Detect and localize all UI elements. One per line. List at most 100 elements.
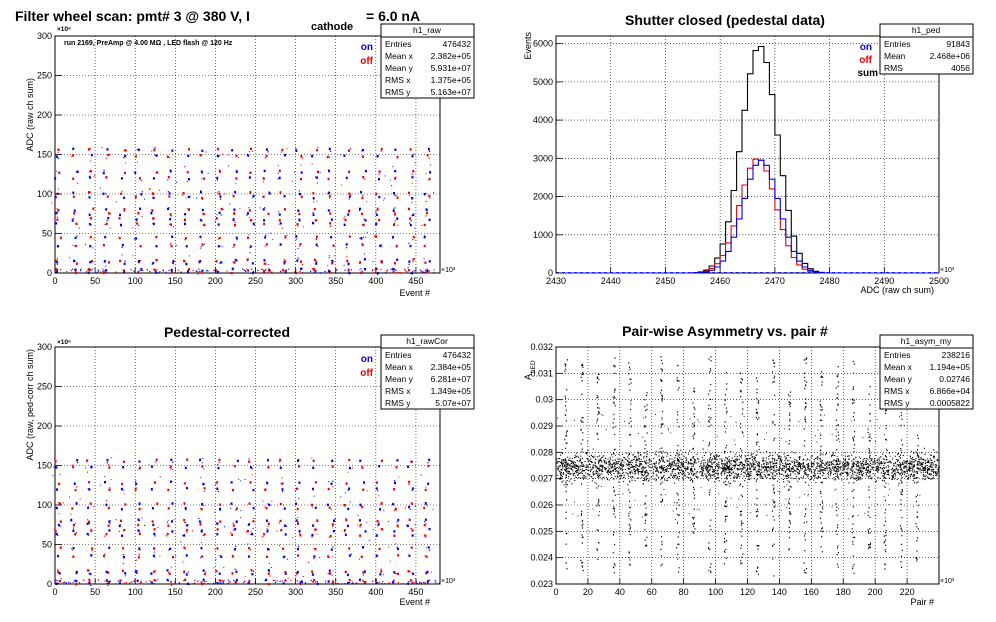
asymmetry-point: [816, 468, 818, 470]
asymmetry-point: [904, 462, 906, 464]
asymmetry-point: [584, 461, 586, 463]
asymmetry-point: [721, 468, 723, 470]
asymmetry-point: [652, 471, 654, 473]
asymmetry-spike-point: [645, 463, 647, 465]
on-point: [311, 154, 314, 156]
asymmetry-point: [584, 477, 586, 479]
on-point: [74, 260, 76, 262]
stray-point: [52, 475, 54, 477]
off-point: [328, 270, 331, 273]
off-point: [138, 507, 141, 511]
baseline-point: [336, 269, 338, 271]
asymmetry-point: [795, 475, 797, 478]
asymmetry-point: [731, 467, 733, 469]
asymmetry-point: [848, 455, 850, 457]
raw-stat-value: 5.931e+07: [431, 63, 472, 73]
asymmetry-point: [733, 476, 735, 479]
stray-point: [259, 207, 261, 209]
asymmetry-point: [661, 467, 663, 469]
asymmetry-point: [578, 460, 580, 462]
off-point: [123, 171, 126, 175]
asymmetry-point: [737, 477, 739, 479]
corrected-stat-label: RMS x: [385, 386, 411, 396]
asymmetry-point: [900, 472, 902, 474]
asymmetry-point: [828, 470, 830, 472]
asymmetry-point: [600, 458, 602, 460]
off-point: [249, 171, 252, 174]
asymmetry-point: [813, 461, 815, 463]
on-point: [235, 578, 238, 582]
off-point: [137, 224, 140, 226]
asymmetry-point: [830, 472, 832, 474]
asymmetry-point: [616, 466, 618, 469]
baseline-point: [420, 271, 423, 273]
off-point: [109, 522, 111, 524]
baseline-point: [363, 272, 365, 274]
asymmetry-point: [739, 463, 742, 465]
stray-point: [414, 227, 416, 229]
stray-point: [351, 467, 353, 469]
asymmetry-point: [631, 462, 633, 464]
stray-point: [235, 183, 237, 185]
asymmetry-point: [731, 469, 733, 471]
asymmetry-point: [655, 474, 657, 476]
asymmetry-point: [869, 461, 871, 463]
asymmetry-point: [879, 477, 881, 479]
asymmetry-point: [575, 464, 577, 467]
asymmetry-point: [859, 469, 861, 471]
on-point: [278, 213, 281, 216]
asymmetry-point: [791, 461, 793, 463]
asymmetry-point: [871, 468, 873, 470]
x-tick-label: 0: [52, 587, 57, 597]
on-point: [299, 220, 301, 222]
asymmetry-point: [897, 453, 899, 455]
asymmetry-point: [611, 466, 613, 468]
off-point: [316, 519, 319, 523]
stray-point: [148, 464, 150, 466]
asymmetry-point: [766, 471, 768, 473]
asymmetry-point: [705, 466, 707, 468]
asymmetry-point: [758, 461, 760, 463]
asymmetry-point: [704, 462, 706, 464]
on-point: [166, 578, 169, 582]
asymmetry-point: [926, 469, 929, 471]
off-point: [184, 578, 187, 582]
on-point: [427, 462, 429, 464]
on-point: [217, 466, 220, 470]
asymmetry-point: [678, 454, 680, 456]
baseline-point: [117, 580, 119, 582]
off-point: [107, 571, 110, 574]
asymmetry-point: [768, 474, 770, 476]
asymmetry-point: [693, 463, 695, 465]
stray-point: [157, 578, 159, 580]
on-point: [361, 546, 364, 548]
on-point: [185, 486, 188, 490]
asymmetry-point: [699, 471, 701, 473]
asymmetry-point: [595, 465, 597, 467]
asymmetry-spike-point: [628, 383, 630, 385]
off-point: [278, 522, 280, 524]
asymmetry-point: [918, 455, 920, 458]
asymmetry-point: [723, 466, 725, 468]
off-point: [200, 507, 202, 510]
on-point: [378, 464, 381, 468]
stray-point: [333, 255, 335, 257]
on-point: [396, 546, 398, 549]
asymmetry-spike-point: [582, 432, 584, 434]
asymmetry-point: [560, 461, 562, 463]
off-point: [182, 191, 185, 195]
asymmetry-point: [926, 471, 929, 473]
asymmetry-point: [692, 471, 694, 473]
asymmetry-point: [795, 460, 797, 462]
asymmetry-point: [750, 463, 752, 465]
baseline-point: [435, 581, 437, 583]
off-point: [362, 571, 365, 574]
off-point: [280, 482, 283, 485]
asymmetry-point: [701, 468, 703, 470]
on-point: [90, 245, 92, 247]
on-point: [333, 519, 336, 522]
on-point: [87, 488, 89, 490]
baseline-point: [74, 270, 77, 272]
asymmetry-point: [820, 482, 822, 484]
on-point: [169, 170, 172, 173]
